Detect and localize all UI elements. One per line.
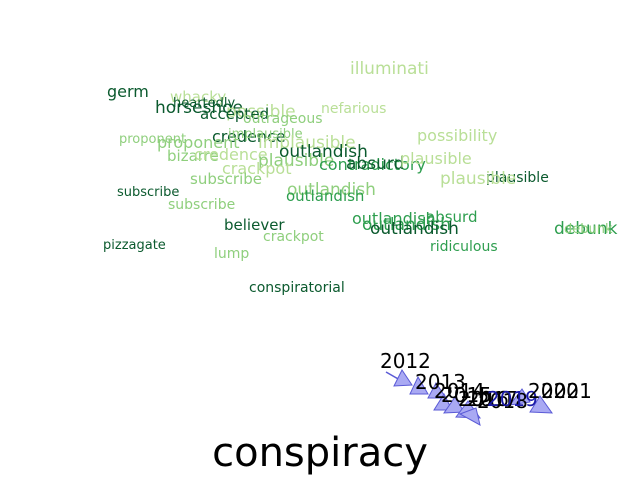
word-label: proponent: [119, 132, 186, 147]
word-label: bizarre: [167, 147, 219, 165]
year-label: 2015: [441, 383, 492, 407]
word-label: illuminati: [350, 59, 429, 79]
word-label: plausible: [400, 149, 472, 168]
year-label: 2017: [467, 387, 518, 411]
word-label: outlandish: [279, 142, 368, 162]
word-label: absurd: [426, 208, 477, 226]
word-label: subscribe: [168, 197, 235, 213]
year-trajectory: [385, 369, 553, 426]
word-label: horseshoe: [155, 98, 243, 118]
word-label: credence: [194, 145, 268, 164]
word-label: implausible: [258, 133, 356, 153]
trajectory-marker: [529, 395, 553, 414]
word-label: crackpot: [263, 229, 324, 245]
year-label: 2013: [415, 370, 466, 394]
trajectory-marker: [443, 396, 465, 414]
trajectory-marker: [427, 382, 447, 399]
word-label: heartedly: [173, 96, 236, 111]
word-label: debunk: [554, 219, 618, 239]
word-label: outlandish: [286, 187, 364, 205]
trajectory-marker: [393, 369, 413, 387]
word-label: accepted: [200, 105, 269, 123]
year-label: 2021: [541, 379, 592, 403]
year-labels: 2012 2013 2014 2015 2016 2017 2018 2019 …: [380, 349, 592, 413]
word-label: contradictory: [319, 155, 426, 174]
word-label: possibility: [417, 126, 497, 145]
word-label: subscribe: [117, 185, 179, 200]
word-label: nefarious: [321, 101, 386, 117]
word-label: plausible: [258, 151, 334, 171]
word-label: germ: [107, 82, 149, 101]
trajectory-marker: [458, 407, 481, 426]
word-label: plausible: [440, 169, 516, 189]
word-label: possible: [226, 102, 296, 122]
word-label: proponent: [157, 133, 240, 152]
year-label: 2016: [458, 387, 509, 411]
word-label: conspiratorial: [249, 280, 345, 296]
word-label: crackpot: [222, 159, 291, 178]
word-label: whacky: [170, 88, 226, 106]
word-label: outlandish: [352, 209, 436, 228]
trajectory-marker: [409, 375, 429, 395]
year-label: 2020: [528, 379, 579, 403]
year-label: 2019: [487, 387, 538, 411]
year-label: 2014: [434, 379, 485, 403]
word-label: pizzagate: [103, 238, 166, 253]
word-label: implausible: [228, 127, 303, 142]
word-label: subscribe: [190, 170, 262, 188]
year-label: 2018: [477, 389, 528, 413]
word-label: ridiculous: [430, 239, 498, 255]
trajectory-marker: [508, 388, 531, 406]
word-label: absurd: [346, 154, 404, 174]
word-label: believer: [224, 216, 285, 234]
neighbor-words: illuminati germ whacky heartedly horsesh…: [103, 59, 618, 296]
diagram-title: conspiracy: [212, 430, 428, 476]
word-label: outlandish: [362, 215, 451, 235]
word-label: outlandish: [287, 180, 376, 200]
word-label: outrageous: [243, 111, 323, 127]
word-label: credence: [212, 127, 286, 146]
year-label: 2012: [380, 349, 431, 373]
trajectory-marker: [433, 392, 453, 411]
word-label: plausible: [486, 170, 549, 186]
word-label: lump: [214, 246, 249, 262]
word-label: outlandish: [370, 219, 459, 239]
word-label: debunk: [564, 222, 613, 237]
